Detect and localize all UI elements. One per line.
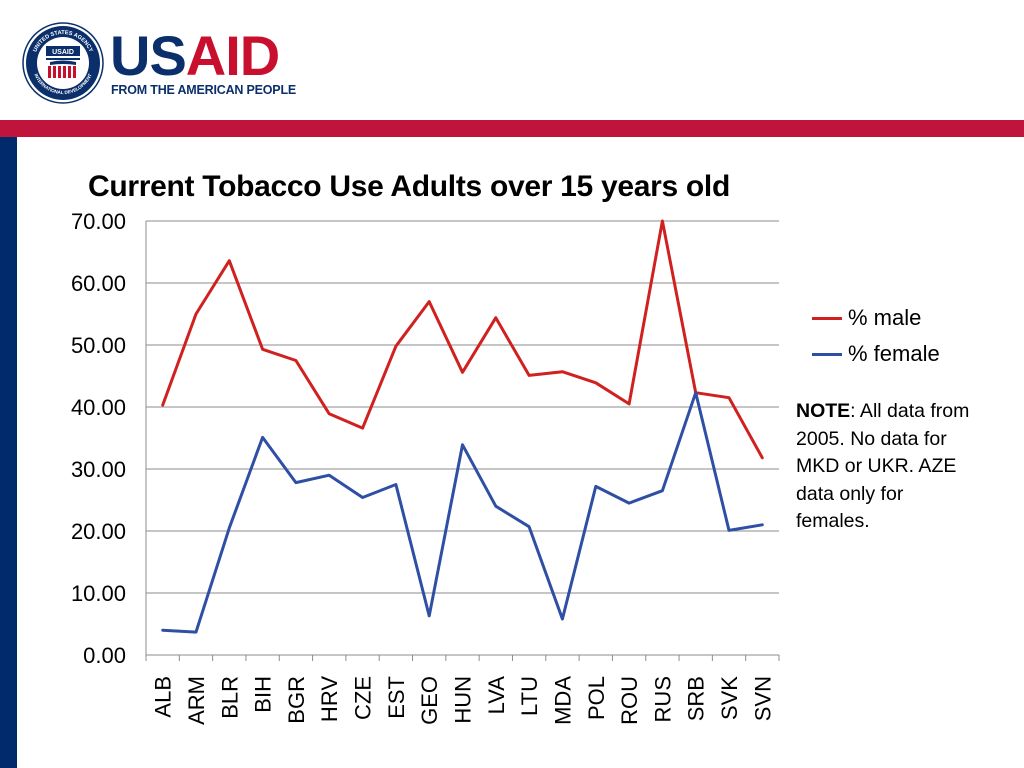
y-tick-label: 20.00	[71, 519, 126, 544]
y-tick-label: 0.00	[83, 643, 126, 668]
x-tick-label: SRB	[684, 676, 709, 721]
usaid-seal-icon: UNITED STATES AGENCY INTERNATIONAL DEVEL…	[22, 22, 104, 104]
y-tick-label: 50.00	[71, 333, 126, 358]
brand-name: USAID	[110, 28, 280, 84]
x-tick-label: BLR	[217, 676, 242, 719]
legend-swatch-female	[812, 352, 842, 356]
legend-label-male: % male	[848, 305, 922, 330]
x-tick-label: ALB	[151, 676, 176, 718]
x-tick-label: GEO	[417, 676, 442, 725]
x-tick-label: BGR	[284, 676, 309, 724]
chart-title: Current Tobacco Use Adults over 15 years…	[88, 170, 730, 203]
series-line-male	[161, 219, 764, 460]
series-line-female	[161, 391, 764, 634]
x-tick-label: SVK	[717, 676, 742, 720]
brand-name-aid: AID	[185, 24, 280, 87]
x-tick-label: BIH	[251, 676, 276, 713]
y-tick-label: 30.00	[71, 457, 126, 482]
legend-swatch-male	[812, 316, 842, 320]
x-tick-label: HRV	[317, 676, 342, 722]
header-red-bar	[0, 120, 1024, 137]
x-tick-label: EST	[384, 676, 409, 719]
chart-note: NOTE: All data from 2005. No data for MK…	[796, 398, 976, 536]
note-label: NOTE	[796, 400, 851, 422]
x-tick-label: MDA	[550, 676, 575, 725]
y-tick-label: 40.00	[71, 395, 126, 420]
y-tick-label: 10.00	[71, 581, 126, 606]
brand-tagline: FROM THE AMERICAN PEOPLE	[111, 83, 297, 97]
legend-item-male: % male	[812, 300, 940, 336]
seal-center-text: USAID	[52, 49, 74, 56]
x-tick-label: HUN	[451, 676, 476, 724]
legend-item-female: % female	[812, 336, 940, 372]
x-tick-label: ARM	[184, 676, 209, 725]
x-tick-label: CZE	[351, 676, 376, 720]
y-tick-label: 60.00	[71, 271, 126, 296]
left-navy-bar	[0, 137, 17, 768]
chart-legend: % male % female	[812, 300, 940, 372]
note-text: : All data from 2005. No data for MKD or…	[796, 400, 970, 532]
x-tick-label: POL	[584, 676, 609, 720]
x-tick-label: SVN	[750, 676, 775, 721]
brand-name-us: US	[110, 24, 187, 87]
y-tick-label: 70.00	[71, 209, 126, 234]
x-tick-label: LTU	[517, 676, 542, 716]
legend-label-female: % female	[848, 341, 940, 366]
header: UNITED STATES AGENCY INTERNATIONAL DEVEL…	[0, 0, 1024, 120]
x-tick-label: LVA	[484, 676, 509, 715]
x-tick-label: RUS	[650, 676, 675, 722]
x-tick-label: ROU	[617, 676, 642, 725]
